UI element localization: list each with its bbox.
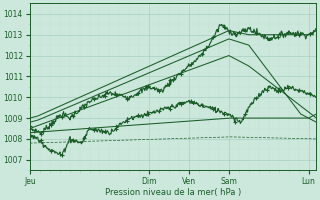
- X-axis label: Pression niveau de la mer( hPa ): Pression niveau de la mer( hPa ): [105, 188, 241, 197]
